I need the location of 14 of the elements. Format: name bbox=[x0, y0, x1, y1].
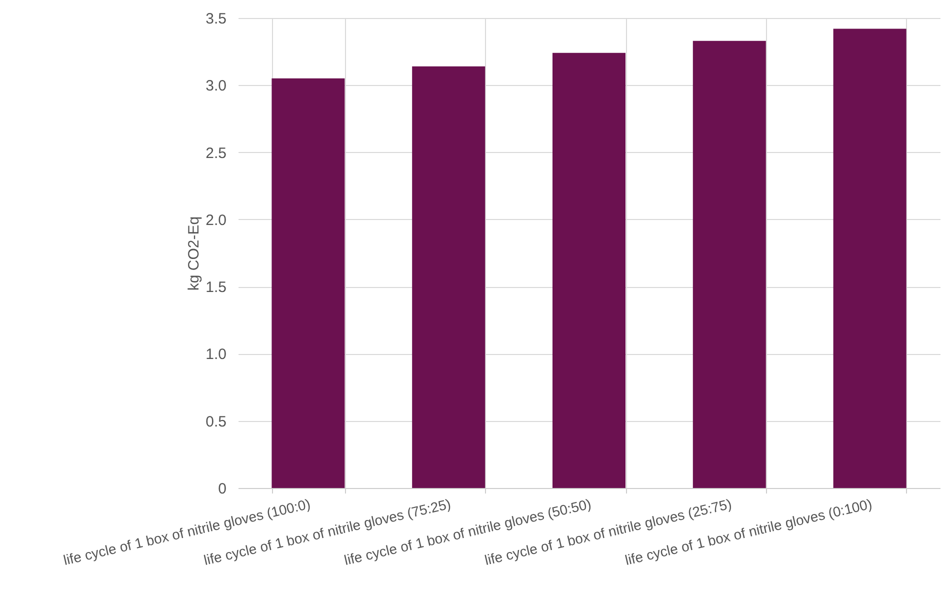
y-tick-label: 2.0 bbox=[206, 212, 226, 229]
y-axis-title: kg CO2-Eq bbox=[186, 216, 203, 291]
y-tick-label: 3.0 bbox=[206, 78, 226, 95]
y-tick-label: 3.5 bbox=[206, 10, 226, 28]
y-tick-label: 1.5 bbox=[206, 279, 226, 296]
y-tick-label: 2.5 bbox=[206, 144, 226, 162]
bar bbox=[412, 66, 486, 488]
y-tick-label: 0.5 bbox=[206, 413, 226, 430]
y-tick-label: 0 bbox=[218, 480, 226, 498]
bar bbox=[552, 52, 626, 488]
y-tick-label: 1.0 bbox=[206, 346, 226, 364]
bar bbox=[833, 28, 906, 488]
bar bbox=[272, 78, 345, 488]
bar bbox=[692, 40, 766, 488]
